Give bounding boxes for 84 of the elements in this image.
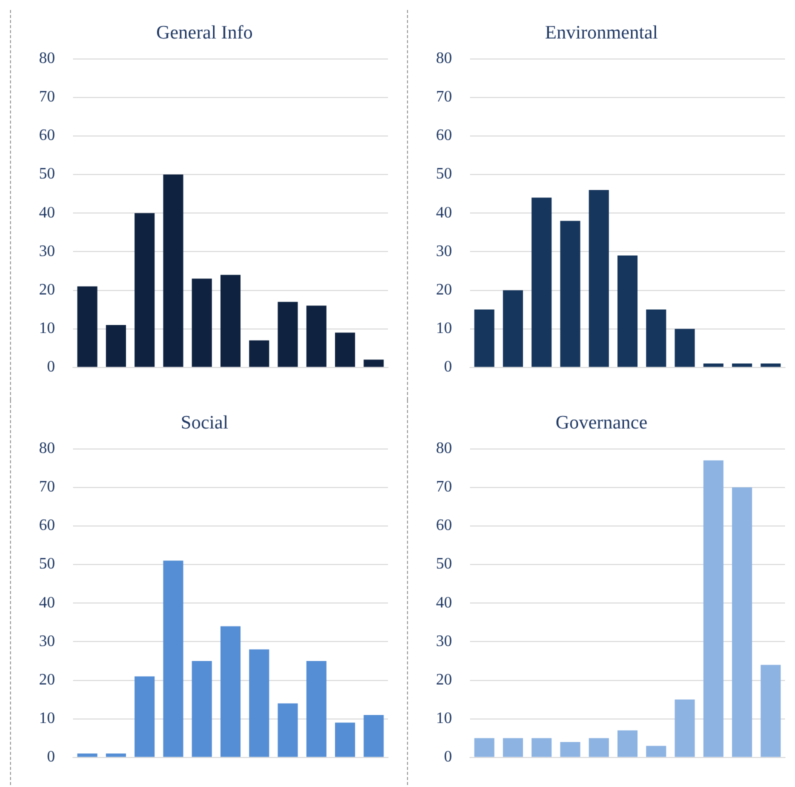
y-tick-label: 80 <box>39 50 55 68</box>
y-tick-label: 60 <box>39 517 55 534</box>
bar <box>502 738 523 757</box>
bar <box>617 256 638 367</box>
bar <box>249 649 270 757</box>
bar <box>617 730 638 757</box>
y-tick-label: 60 <box>39 127 55 144</box>
bar <box>364 714 384 757</box>
bar <box>588 738 609 757</box>
y-tick-label: 60 <box>436 517 452 534</box>
bar <box>732 487 752 757</box>
bar <box>532 198 552 367</box>
bar <box>703 364 724 367</box>
chart-title: Social <box>180 412 228 434</box>
y-tick-label: 80 <box>436 440 452 458</box>
y-tick-label: 20 <box>39 671 55 688</box>
y-tick-label: 20 <box>436 671 452 688</box>
y-tick-label: 40 <box>39 204 55 222</box>
y-tick-label: 80 <box>436 50 452 68</box>
y-tick-label: 40 <box>436 204 452 222</box>
bar <box>249 340 270 367</box>
y-tick-label: 0 <box>47 358 55 376</box>
bar <box>77 754 98 757</box>
bar <box>192 278 212 367</box>
bar <box>474 738 494 757</box>
bar <box>306 660 326 757</box>
bar <box>560 220 580 367</box>
y-tick-label: 0 <box>47 748 55 766</box>
chart-title: Governance <box>556 412 648 434</box>
y-tick-label: 30 <box>436 242 452 260</box>
bar <box>335 332 356 367</box>
bar <box>106 754 126 757</box>
bar <box>560 742 580 757</box>
bar <box>674 700 695 757</box>
y-tick-label: 10 <box>39 710 55 728</box>
bar <box>674 328 695 367</box>
bar <box>278 302 298 367</box>
bar <box>474 310 494 367</box>
chart-title: General Info <box>156 22 253 44</box>
y-tick-label: 60 <box>436 127 452 144</box>
y-tick-label: 30 <box>436 632 452 650</box>
bar <box>335 722 356 757</box>
y-tick-label: 70 <box>436 88 452 106</box>
bar <box>760 664 781 757</box>
bar <box>220 274 241 367</box>
bar <box>646 746 666 757</box>
y-tick-label: 40 <box>39 594 55 612</box>
y-tick-label: 70 <box>39 478 55 496</box>
bar <box>502 290 523 367</box>
y-tick-label: 50 <box>436 166 452 183</box>
bar <box>588 190 609 367</box>
y-tick-label: 50 <box>39 166 55 183</box>
bar <box>306 306 326 367</box>
bar <box>278 703 298 757</box>
bar <box>163 560 184 757</box>
bar <box>163 174 184 367</box>
bar <box>77 286 98 367</box>
y-tick-label: 70 <box>39 88 55 106</box>
bar <box>364 360 384 367</box>
y-tick-label: 50 <box>39 556 55 573</box>
bar <box>703 460 724 757</box>
bar <box>192 660 212 757</box>
bar <box>134 213 155 367</box>
bar <box>134 676 155 757</box>
bar <box>646 310 666 367</box>
y-tick-label: 80 <box>39 440 55 458</box>
chart-title: Environmental <box>545 22 658 44</box>
y-tick-label: 30 <box>39 242 55 260</box>
y-tick-label: 0 <box>444 748 452 766</box>
y-tick-label: 0 <box>444 358 452 376</box>
bar <box>760 364 781 367</box>
y-tick-label: 20 <box>39 281 55 298</box>
bar <box>732 364 752 367</box>
y-tick-label: 50 <box>436 556 452 573</box>
y-tick-label: 20 <box>436 281 452 298</box>
y-tick-label: 10 <box>436 710 452 728</box>
y-tick-label: 10 <box>39 320 55 338</box>
bar <box>106 324 126 367</box>
bar <box>220 626 241 757</box>
y-tick-label: 30 <box>39 632 55 650</box>
y-tick-label: 10 <box>436 320 452 338</box>
y-tick-label: 70 <box>436 478 452 496</box>
bar <box>532 738 552 757</box>
y-tick-label: 40 <box>436 594 452 612</box>
